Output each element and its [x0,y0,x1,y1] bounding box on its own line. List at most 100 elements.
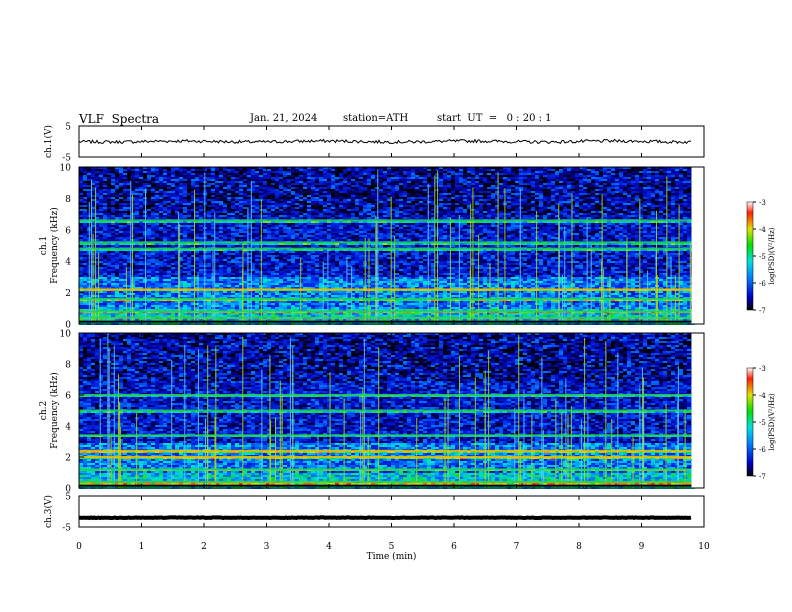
x-tick-label: 8 [576,542,582,552]
ch2-spectrogram-sferic [289,337,291,488]
ch1-spectrogram-sferic [368,238,370,324]
ch1-spectrogram-sferic [558,203,560,324]
ch1-spectrogram-sferic [586,218,588,324]
ch2-spectrogram-sferic [555,398,557,488]
ch1-spectrogram-sferic [92,233,94,324]
ch2-spectrogram-sferic [587,410,589,488]
ch1-spectrogram-sferic [145,188,147,324]
ch1-spectrogram-sferic [177,212,179,324]
ch2-spectrogram-sferic [205,418,207,488]
x-tick-label: 5 [389,542,395,552]
ch1-spectrogram-sferic [434,175,436,324]
ch2-spectrogram-sferic [281,393,283,488]
ch2-spectrogram-sferic [611,419,613,488]
ch1-waveform-trace [78,138,692,145]
ch1-spectrogram-sferic [472,187,474,324]
ch1-spectrogram-sferic [98,252,100,324]
ch2-spectrogram-sferic [110,433,112,488]
ch2-spectrogram-sferic [641,367,643,488]
ch1-waveform-ytick-label: 5 [65,123,71,133]
ch2-spectrogram-sferic [242,336,244,488]
ch2-spectrogram-ytick-label: 10 [60,330,72,340]
x-tick-label: 0 [76,542,82,552]
x-tick-label: 7 [514,542,520,552]
ch2-spectrogram-band [79,449,692,452]
ch2-spectrogram-baseline [79,484,692,487]
ch1-spectrogram-sferic [590,244,592,324]
ch2-spectrogram-sferic [684,408,686,488]
ch2-spectrogram-sferic [665,403,667,488]
ch2-spectrogram-sferic [677,401,679,488]
ch1-colorbar-bar [746,201,754,311]
ch2-spectrogram-band [79,480,692,483]
ch1-spectrogram-ytick-label: 10 [60,164,72,174]
ch1-spectrogram-sferic [478,234,480,324]
ch2-spectrogram-band [79,394,692,396]
x-tick-label: 9 [639,542,645,552]
ch1-colorbar-tick-label: -7 [759,307,766,315]
ch1-spectrogram-sferic [601,194,603,324]
ch2-spectrogram-band [79,409,692,412]
ch2-spectrogram-sferic [197,349,199,488]
ch1-spectrogram-sferic [437,170,439,324]
ch1-spectrogram-sferic [375,220,377,324]
ch2-spectrogram-sferic [119,402,121,488]
ch3-waveform-trace [78,515,692,521]
ch1-colorbar-tick-label: -6 [759,280,766,288]
ch2-spectrogram-sferic [363,338,365,488]
ch3-waveform-ytick-label: -5 [62,524,71,534]
ch2-spectrogram-sferic [639,385,641,488]
ch1-colorbar-tick-label: -4 [759,226,766,234]
ch2-colorbar-bar [746,367,754,477]
ch1-spectrogram-ytick-label: 2 [65,289,71,299]
ch1-spectrogram-sferic [212,240,214,324]
ch2-colorbar-label: log(PSD)(V²/Hz) [768,393,776,450]
start-time-label: start UT = 0 : 20 : 1 [437,113,552,124]
ch1-spectrogram-sferic [194,189,196,324]
ch2-spectrogram-sferic [541,357,543,488]
ch2-spectrogram-sferic [542,430,544,488]
ch1-spectrogram-sferic [564,226,566,324]
ch2-colorbar-tick-label: -5 [759,419,766,427]
ch2-spectrogram-sferic [99,338,101,488]
ch1-spectrogram-ylabel: ch.1 [39,236,49,255]
figure-title: VLF Spectra [79,112,159,126]
ch1-spectrogram-ytick-label: 0 [65,321,71,331]
ch2-spectrogram-sferic [261,369,263,488]
ch1-spectrogram-empty [691,167,704,324]
ch2-spectrogram-sferic [514,407,516,488]
ch2-spectrogram-sferic [484,370,486,488]
ch1-waveform-ytick-label: -5 [62,154,71,164]
ch2-spectrogram-sferic [292,346,294,488]
ch1-spectrogram-sferic [489,264,491,324]
ch1-spectrogram-sferic [327,250,329,324]
ch1-colorbar-label: log(PSD)(V²/Hz) [768,227,776,284]
ch1-spectrogram-sferic [260,199,262,324]
ch1-spectrogram-sferic [458,215,460,324]
ch1-spectrogram-sferic [125,267,127,324]
ch1-spectrogram-band [79,288,692,291]
ch1-spectrogram-sferic [626,237,628,324]
ch2-spectrogram-ytick-label: 6 [65,392,71,402]
ch1-spectrogram-sferic [536,210,538,324]
ch1-spectrogram-sferic [242,269,244,324]
ch2-spectrogram-sferic [108,347,110,488]
ch2-colorbar-tick-label: -4 [759,392,766,400]
x-tick-label: 1 [139,542,145,552]
ch1-spectrogram-sferic [364,237,366,324]
ch1-spectrogram-sferic [88,201,90,324]
ch2-spectrogram-sferic [269,355,271,488]
ch2-spectrogram-sferic [214,417,216,488]
x-tick-label: 10 [698,542,710,552]
ch2-spectrogram-ytick-label: 4 [65,423,71,433]
ch1-spectrogram-sferic [132,195,134,324]
ch1-spectrogram-sferic [247,207,249,324]
ch1-spectrogram-sferic [639,198,641,324]
ch1-spectrogram-sferic [322,261,324,324]
observation-date: Jan. 21, 2024 [250,113,317,124]
ch1-spectrogram-sferic [300,257,302,324]
ch2-spectrogram-sferics [99,333,686,488]
ch1-spectrogram-sferic [91,179,93,324]
ch2-spectrogram-sferic [360,410,362,488]
